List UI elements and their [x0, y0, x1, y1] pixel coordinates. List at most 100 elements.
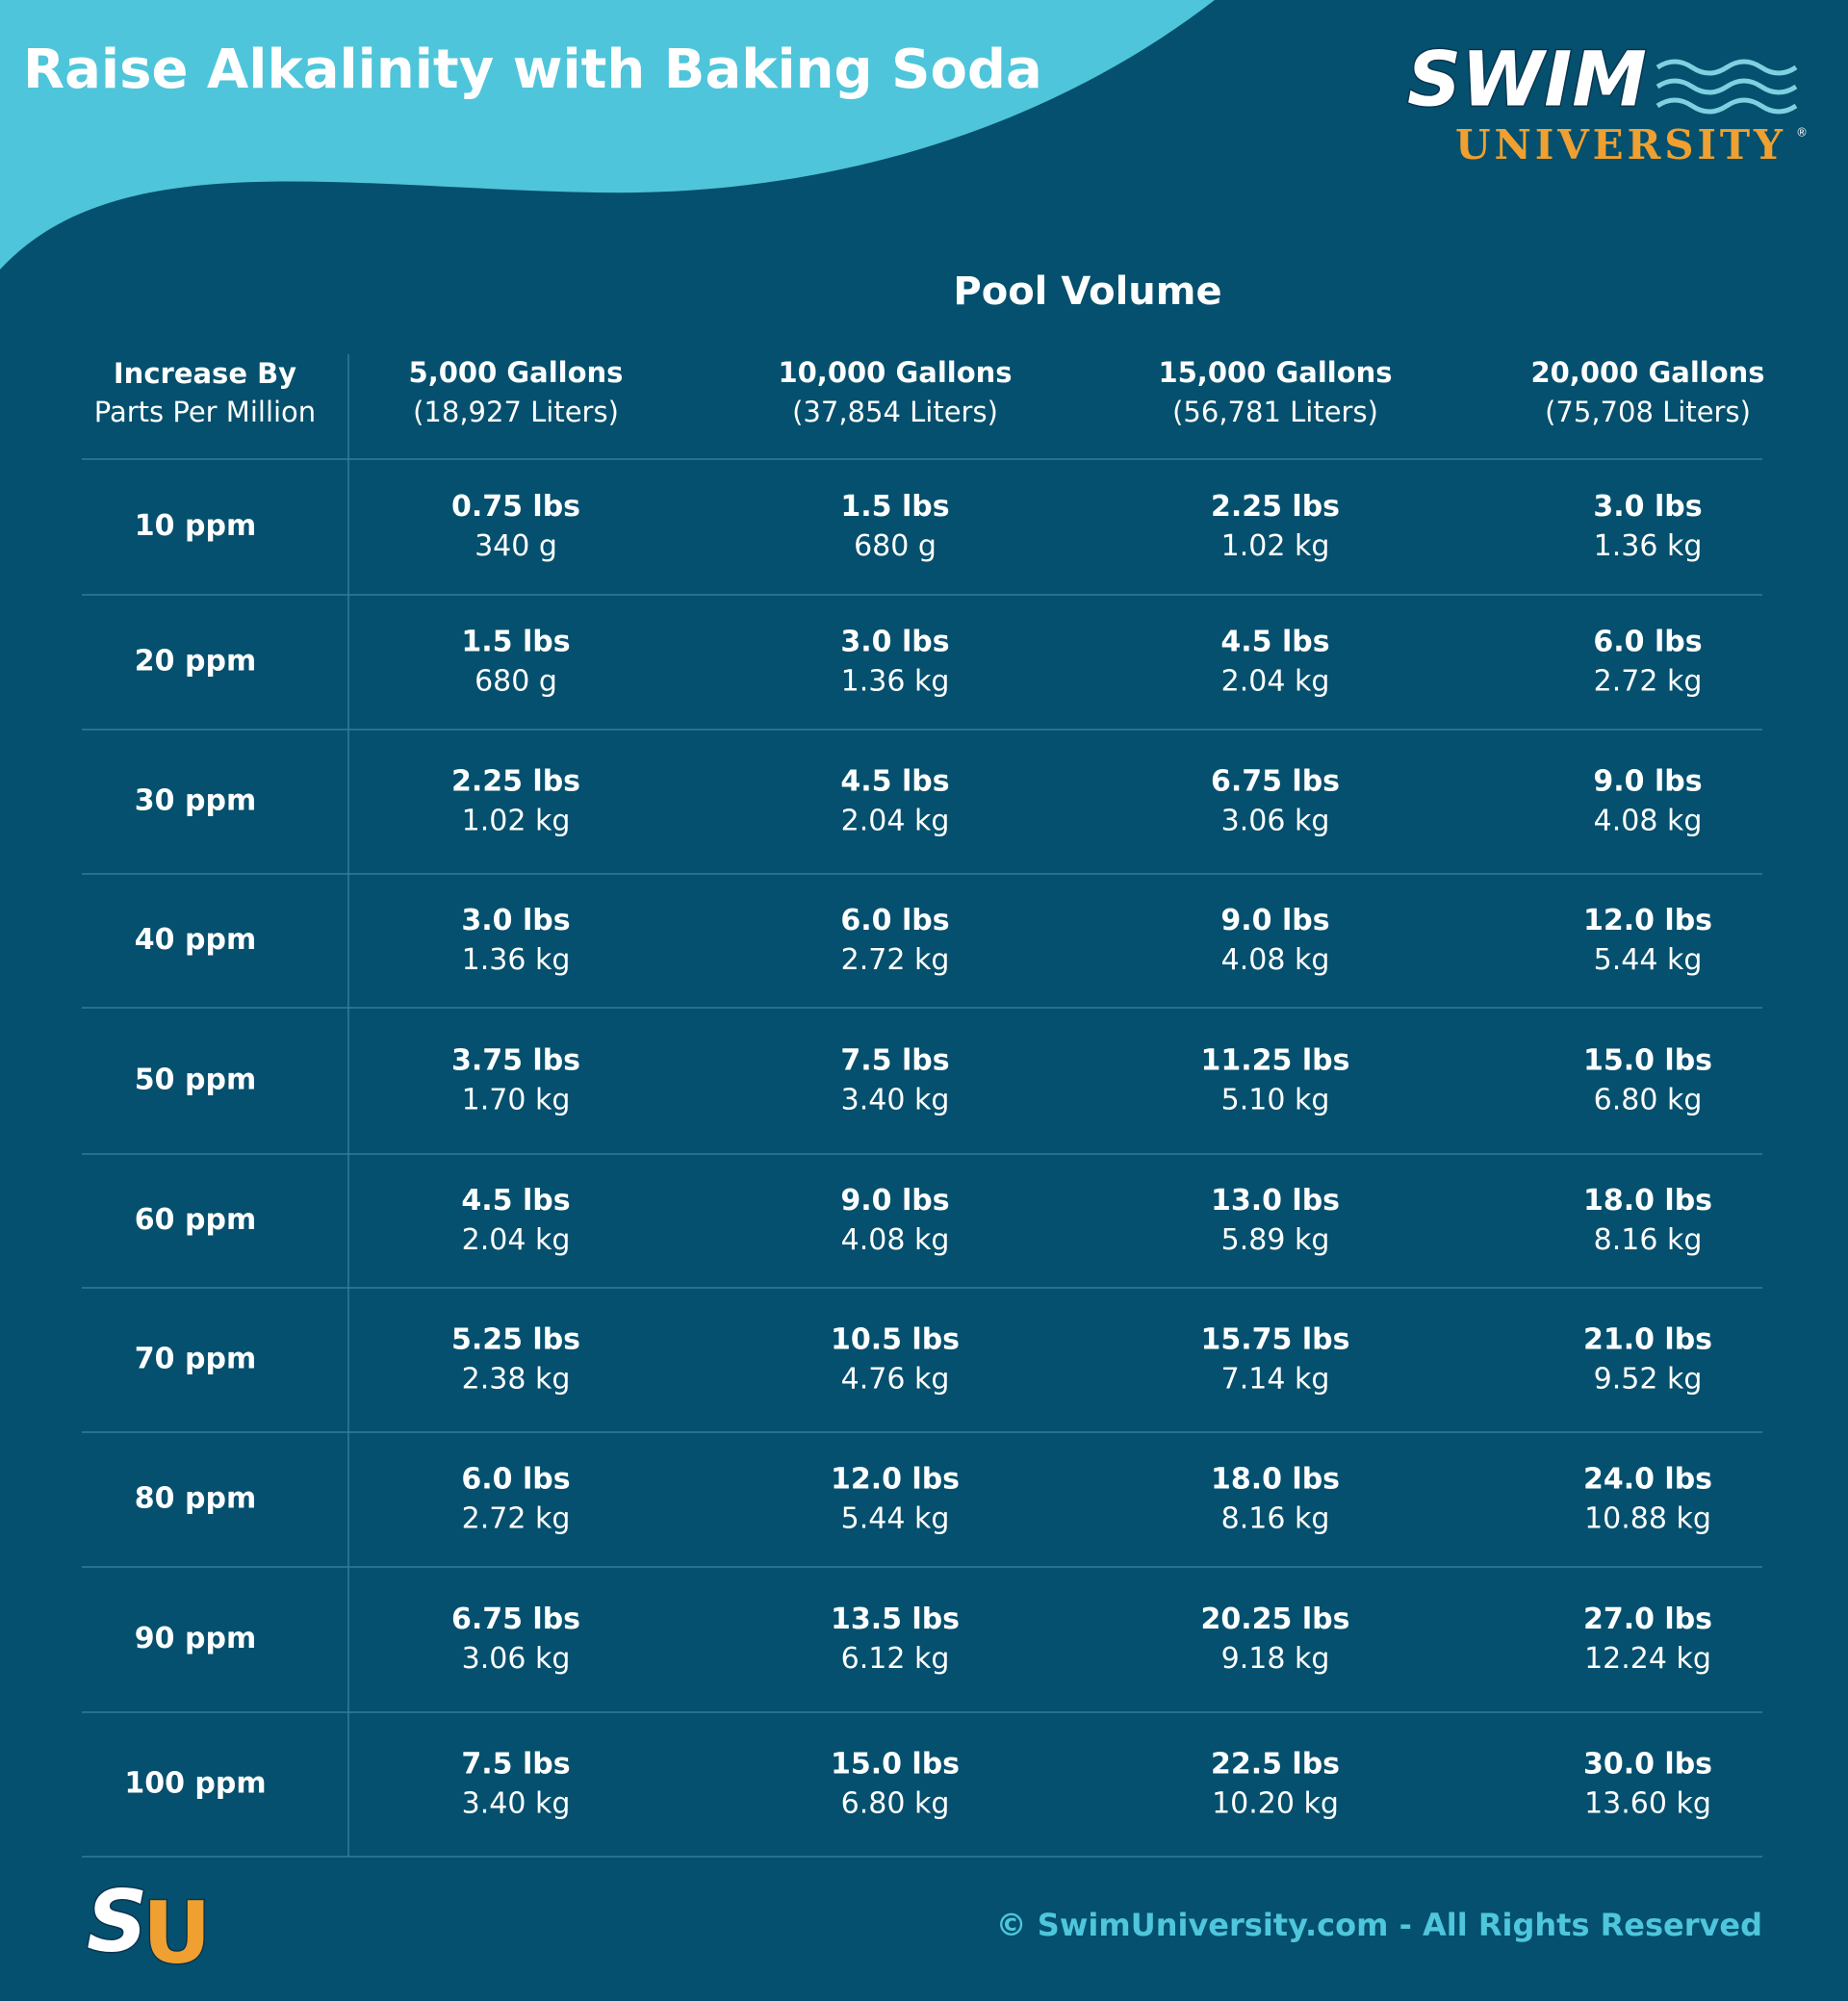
logo-sub: UNIVERSITY [1455, 121, 1784, 168]
cell-lbs: 7.5 lbs [461, 1748, 570, 1782]
cell-metric: 7.14 kg [1221, 1363, 1330, 1397]
cell-metric: 5.44 kg [1594, 943, 1703, 977]
cell-metric: 680 g [854, 529, 937, 563]
cell-lbs: 6.75 lbs [451, 1603, 580, 1636]
cell-metric: 3.40 kg [841, 1084, 950, 1117]
footer-logo-s: S [87, 1872, 147, 1971]
cell-metric: 2.72 kg [462, 1502, 571, 1536]
cell-metric: 6.80 kg [1594, 1084, 1703, 1117]
cell-metric: 4.76 kg [841, 1363, 950, 1397]
column-header-line1: 15,000 Gallons [1158, 356, 1392, 389]
cell-lbs: 30.0 lbs [1583, 1748, 1712, 1782]
cell-lbs: 18.0 lbs [1211, 1463, 1340, 1497]
cell-lbs: 21.0 lbs [1583, 1323, 1712, 1357]
cell-lbs: 9.0 lbs [840, 1184, 949, 1218]
cell-lbs: 18.0 lbs [1583, 1184, 1712, 1218]
cell-metric: 3.06 kg [462, 1642, 571, 1676]
footer-logo-u: U [142, 1884, 211, 1983]
cell-lbs: 15.0 lbs [1583, 1044, 1712, 1078]
cell-lbs: 4.5 lbs [840, 765, 949, 799]
cell-lbs: 2.25 lbs [1211, 490, 1340, 524]
cell-lbs: 3.0 lbs [461, 904, 570, 937]
cell-lbs: 12.0 lbs [831, 1463, 960, 1497]
title: Raise Alkalinity with Baking Soda [23, 38, 1042, 101]
cell-lbs: 13.0 lbs [1211, 1184, 1340, 1218]
cell-metric: 2.04 kg [841, 805, 950, 838]
cell-metric: 5.89 kg [1221, 1223, 1330, 1257]
cell-metric: 6.12 kg [841, 1642, 950, 1676]
column-header-line2: (75,708 Liters) [1545, 396, 1751, 428]
cell-lbs: 9.0 lbs [1593, 765, 1702, 799]
cell-metric: 6.80 kg [841, 1787, 950, 1821]
cell-metric: 8.16 kg [1594, 1223, 1703, 1257]
cell-metric: 9.18 kg [1221, 1642, 1330, 1676]
cell-metric: 340 g [475, 529, 557, 563]
row-label: 90 ppm [135, 1622, 256, 1655]
cell-lbs: 1.5 lbs [461, 626, 570, 659]
cell-metric: 680 g [475, 665, 557, 699]
cell-metric: 4.08 kg [1221, 943, 1330, 977]
row-label: 50 ppm [135, 1064, 256, 1097]
cell-metric: 3.40 kg [462, 1787, 571, 1821]
column-header-line2: (37,854 Liters) [792, 396, 998, 428]
cell-metric: 10.88 kg [1584, 1502, 1711, 1536]
cell-metric: 2.04 kg [1221, 665, 1330, 699]
column-header-line1: 20,000 Gallons [1530, 356, 1764, 389]
cell-lbs: 7.5 lbs [840, 1044, 949, 1078]
cell-metric: 4.08 kg [1594, 805, 1703, 838]
row-label: 20 ppm [135, 645, 256, 679]
cell-lbs: 6.0 lbs [461, 1463, 570, 1497]
cell-metric: 2.72 kg [1594, 665, 1703, 699]
column-header-line2: (56,781 Liters) [1172, 396, 1378, 428]
cell-lbs: 15.75 lbs [1201, 1323, 1350, 1357]
copyright: © SwimUniversity.com - All Rights Reserv… [996, 1907, 1762, 1943]
cell-metric: 2.04 kg [462, 1223, 571, 1257]
row-label: 30 ppm [135, 784, 256, 818]
cell-lbs: 12.0 lbs [1583, 904, 1712, 937]
column-header-line2: (18,927 Liters) [413, 396, 619, 428]
header-wave [0, 0, 1215, 269]
cell-lbs: 0.75 lbs [451, 490, 580, 524]
corner-line1: Increase By [114, 357, 296, 390]
cell-lbs: 9.0 lbs [1220, 904, 1329, 937]
cell-metric: 9.52 kg [1594, 1363, 1703, 1397]
cell-lbs: 3.75 lbs [451, 1044, 580, 1078]
cell-lbs: 20.25 lbs [1201, 1603, 1350, 1636]
row-label: 60 ppm [135, 1203, 256, 1237]
cell-metric: 1.02 kg [1221, 529, 1330, 563]
cell-metric: 2.38 kg [462, 1363, 571, 1397]
cell-lbs: 6.0 lbs [840, 904, 949, 937]
cell-lbs: 4.5 lbs [461, 1184, 570, 1218]
cell-lbs: 4.5 lbs [1220, 626, 1329, 659]
row-label: 40 ppm [135, 923, 256, 957]
cell-lbs: 15.0 lbs [831, 1748, 960, 1782]
group-header: Pool Volume [953, 269, 1221, 314]
row-label: 70 ppm [135, 1343, 256, 1376]
logo-mark: ® [1796, 126, 1808, 140]
logo-waves [1656, 59, 1798, 115]
cell-lbs: 11.25 lbs [1201, 1044, 1350, 1078]
cell-metric: 1.36 kg [841, 665, 950, 699]
cell-metric: 5.10 kg [1221, 1084, 1330, 1117]
cell-metric: 1.36 kg [1594, 529, 1703, 563]
cell-lbs: 5.25 lbs [451, 1323, 580, 1357]
cell-lbs: 3.0 lbs [1593, 490, 1702, 524]
row-label: 10 ppm [135, 509, 256, 543]
cell-lbs: 24.0 lbs [1583, 1463, 1712, 1497]
row-label: 80 ppm [135, 1482, 256, 1516]
cell-lbs: 27.0 lbs [1583, 1603, 1712, 1636]
cell-metric: 1.36 kg [462, 943, 571, 977]
cell-metric: 12.24 kg [1584, 1642, 1711, 1676]
cell-lbs: 6.75 lbs [1211, 765, 1340, 799]
cell-metric: 5.44 kg [841, 1502, 950, 1536]
cell-lbs: 6.0 lbs [1593, 626, 1702, 659]
cell-lbs: 22.5 lbs [1211, 1748, 1340, 1782]
cell-lbs: 1.5 lbs [840, 490, 949, 524]
corner-line2: Parts Per Million [94, 396, 316, 428]
cell-metric: 1.70 kg [462, 1084, 571, 1117]
column-header-line1: 10,000 Gallons [778, 356, 1012, 389]
cell-lbs: 3.0 lbs [840, 626, 949, 659]
